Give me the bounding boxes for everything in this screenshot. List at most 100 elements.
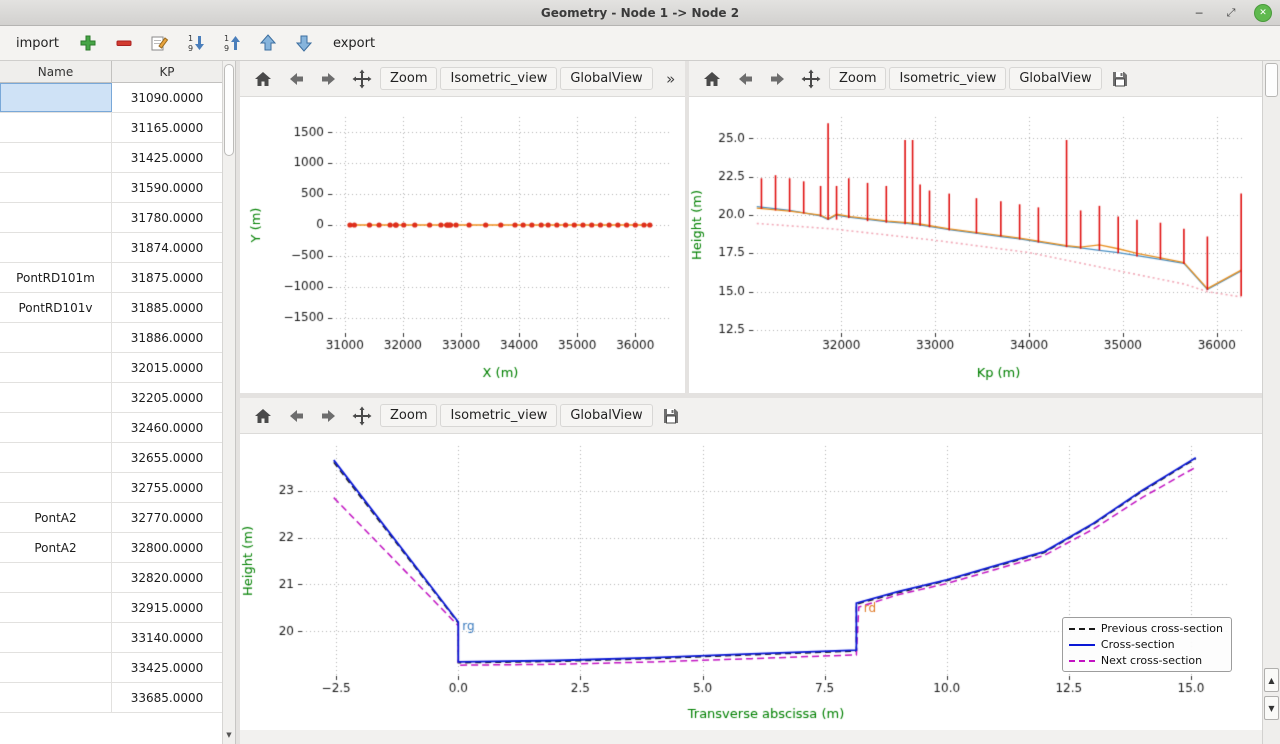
back-button[interactable] (281, 65, 311, 93)
minimize-button[interactable]: ─ (1190, 4, 1208, 22)
name-cell[interactable]: PontRD101v (0, 293, 112, 322)
kp-cell[interactable]: 32770.0000 (130, 510, 204, 525)
forward-button[interactable] (314, 402, 344, 430)
back-button[interactable] (281, 402, 311, 430)
profile-plot-canvas[interactable] (689, 97, 1262, 389)
forward-button[interactable] (314, 65, 344, 93)
name-cell[interactable] (0, 563, 112, 592)
scroll-up-button[interactable]: ▲ (1264, 668, 1279, 692)
import-button[interactable]: import (16, 35, 59, 51)
pan-button[interactable] (796, 65, 826, 93)
zoom-button[interactable]: Zoom (829, 67, 887, 90)
table-row[interactable]: 31780.0000 (0, 203, 222, 233)
table-scrollbar-thumb[interactable] (224, 64, 234, 156)
table-row[interactable]: 33140.0000 (0, 623, 222, 653)
vertical-splitter[interactable] (236, 61, 240, 744)
table-row[interactable]: 32015.0000 (0, 353, 222, 383)
kp-cell[interactable]: 32460.0000 (130, 420, 204, 435)
name-column-header[interactable]: Name (0, 61, 112, 82)
kp-cell[interactable]: 32800.0000 (130, 540, 204, 555)
kp-cell[interactable]: 31874.0000 (130, 240, 204, 255)
table-row[interactable]: 31590.0000 (0, 173, 222, 203)
table-row[interactable]: PontA2 32800.0000 (0, 533, 222, 563)
name-cell[interactable] (0, 203, 112, 232)
pan-button[interactable] (347, 402, 377, 430)
kp-cell[interactable]: 31165.0000 (130, 120, 204, 135)
table-row[interactable]: 31886.0000 (0, 323, 222, 353)
kp-cell[interactable]: 33685.0000 (130, 690, 204, 705)
name-cell[interactable] (0, 413, 112, 442)
name-cell[interactable] (0, 653, 112, 682)
save-button[interactable] (656, 402, 686, 430)
table-row[interactable]: 31425.0000 (0, 143, 222, 173)
name-cell[interactable] (0, 383, 112, 412)
export-button[interactable]: export (332, 35, 376, 51)
pane-divider[interactable] (685, 61, 689, 393)
zoom-button[interactable]: Zoom (380, 404, 438, 427)
table-row[interactable]: 31874.0000 (0, 233, 222, 263)
move-up-button[interactable] (255, 30, 281, 56)
global-view-button[interactable]: GlobalView (1009, 67, 1102, 90)
table-row[interactable]: 32755.0000 (0, 473, 222, 503)
kp-cell[interactable]: 31090.0000 (130, 90, 204, 105)
home-button[interactable] (248, 65, 278, 93)
name-cell[interactable]: PontA2 (0, 533, 112, 562)
table-row[interactable]: PontRD101m 31875.0000 (0, 263, 222, 293)
kp-cell[interactable]: 31886.0000 (130, 330, 204, 345)
save-button[interactable] (1105, 65, 1135, 93)
main-scrollbar[interactable]: ▲ ▼ (1262, 61, 1280, 744)
name-cell[interactable] (0, 323, 112, 352)
kp-cell[interactable]: 31875.0000 (130, 270, 204, 285)
kp-cell[interactable]: 33140.0000 (130, 630, 204, 645)
isometric-view-button[interactable]: Isometric_view (440, 404, 558, 427)
name-cell[interactable] (0, 233, 112, 262)
home-button[interactable] (697, 65, 727, 93)
name-cell[interactable] (0, 443, 112, 472)
global-view-button[interactable]: GlobalView (560, 404, 653, 427)
name-cell[interactable] (0, 473, 112, 502)
table-row[interactable]: 32820.0000 (0, 563, 222, 593)
table-row[interactable]: 32655.0000 (0, 443, 222, 473)
name-cell[interactable]: PontRD101m (0, 263, 112, 292)
table-row[interactable]: 32460.0000 (0, 413, 222, 443)
move-down-button[interactable] (291, 30, 317, 56)
main-scrollbar-thumb[interactable] (1265, 63, 1278, 97)
name-cell[interactable] (0, 173, 112, 202)
kp-cell[interactable]: 32655.0000 (130, 450, 204, 465)
name-cell[interactable] (0, 143, 112, 172)
name-cell[interactable] (0, 113, 112, 142)
maximize-button[interactable]: ⤢ (1222, 4, 1240, 22)
pan-button[interactable] (347, 65, 377, 93)
table-row[interactable]: PontRD101v 31885.0000 (0, 293, 222, 323)
name-cell[interactable] (0, 83, 112, 112)
table-scroll-down-button[interactable]: ▼ (223, 727, 235, 742)
name-cell[interactable] (0, 683, 112, 712)
global-view-button[interactable]: GlobalView (560, 67, 653, 90)
kp-cell[interactable]: 32915.0000 (130, 600, 204, 615)
kp-cell[interactable]: 31590.0000 (130, 180, 204, 195)
kp-cell[interactable]: 32755.0000 (130, 480, 204, 495)
table-row[interactable]: 31090.0000 (0, 83, 222, 113)
edit-button[interactable] (147, 30, 173, 56)
kp-cell[interactable]: 32015.0000 (130, 360, 204, 375)
scroll-down-button[interactable]: ▼ (1264, 696, 1279, 720)
table-row[interactable]: 33425.0000 (0, 653, 222, 683)
toolbar-overflow-button[interactable]: » (656, 65, 686, 93)
table-row[interactable]: 32205.0000 (0, 383, 222, 413)
horizontal-splitter[interactable] (240, 393, 1262, 398)
kp-cell[interactable]: 31885.0000 (130, 300, 204, 315)
table-row[interactable]: 33685.0000 (0, 683, 222, 713)
table-row[interactable]: PontA2 32770.0000 (0, 503, 222, 533)
isometric-view-button[interactable]: Isometric_view (889, 67, 1007, 90)
remove-row-button[interactable] (111, 30, 137, 56)
name-cell[interactable] (0, 623, 112, 652)
back-button[interactable] (730, 65, 760, 93)
name-cell[interactable]: PontA2 (0, 503, 112, 532)
isometric-view-button[interactable]: Isometric_view (440, 67, 558, 90)
home-button[interactable] (248, 402, 278, 430)
name-cell[interactable] (0, 353, 112, 382)
cross-section-plot-canvas[interactable] (240, 434, 1262, 730)
kp-column-header[interactable]: KP (159, 64, 175, 79)
